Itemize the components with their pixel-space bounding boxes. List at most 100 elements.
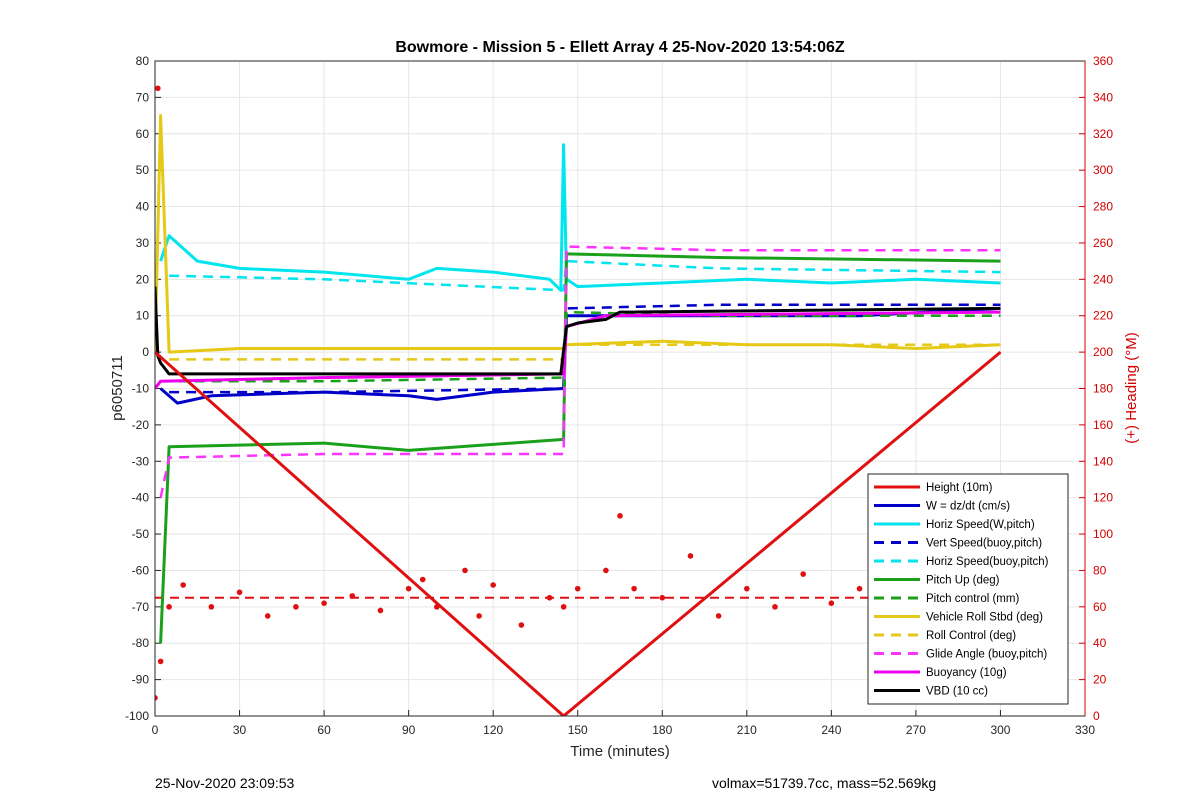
heading-point [349,593,356,599]
y2-tick-label: 340 [1093,90,1113,104]
heading-point [828,600,835,606]
series-line-glide-angle-buoy-pitch [159,245,1001,498]
legend-box [867,473,1069,705]
y-tick-labels: 80 70 60 50 40 30 20 10 0 -10 -20 -30 -40 -50 -60 -70 -8… [125,54,149,723]
footer-timestamp: 25-Nov-2020 23:09:53 [155,775,295,791]
x-tick-label: 270 [906,723,926,737]
heading-point [208,604,215,610]
x-tick-label: 60 [317,723,331,737]
heading-point [560,604,567,610]
y-tick-label: 0 [142,345,149,359]
y2-tick-label: 20 [1093,673,1107,687]
x-tick-label: 30 [233,723,247,737]
heading-point [546,594,553,601]
y-tick-label: 40 [136,200,150,214]
legend-item-label: Pitch control (mm) [926,593,1019,605]
footer-summary: volmax=51739.7cc, mass=52.569kg [712,775,936,791]
heading-point [462,567,468,574]
y2-tick-label: 260 [1093,236,1113,250]
y2-tick-label: 140 [1093,454,1113,468]
heading-point [155,695,158,701]
x-tick-label: 150 [568,723,588,737]
y2-tick-label: 120 [1093,491,1113,505]
heading-point [377,607,384,614]
series-line-vbd-10-cc [155,286,1001,376]
y-tick-label: -80 [132,636,150,650]
y2-tick-label: 60 [1093,600,1107,614]
y2-tick-label: 220 [1093,309,1113,323]
chart-title: Bowmore - Mission 5 - Ellett Array 4 25-… [395,39,845,56]
x-tick-label: 210 [737,723,757,737]
x-tick-label: 120 [483,723,503,737]
legend-item-label: Horiz Speed(buoy,pitch) [926,556,1049,568]
heading-point [856,585,863,592]
y2-tick-label: 280 [1093,200,1113,214]
heading-point [518,622,525,628]
x-axis-label: Time (minutes) [570,743,669,760]
y2-tick-label: 360 [1093,54,1113,68]
series-line-pitch-up-deg [159,252,1001,644]
y-tick-label: -90 [132,673,150,687]
legend-item-label: Vert Speed(buoy,pitch) [926,538,1042,550]
x-tick-label: 90 [402,723,416,737]
y-tick-label: 10 [136,309,150,323]
y2-tick-label: 180 [1093,382,1113,396]
x-tick-label: 180 [652,723,672,737]
y2-tick-label: 300 [1093,163,1113,177]
heading-point [166,604,172,610]
y2-tick-labels: 3603403203002802602402202001801601401201… [1093,54,1113,723]
y-tick-label: 30 [136,236,150,250]
legend: Height (10m) W = dz/dt (cm/s) Horiz Speed(… [867,473,1069,705]
y-tick-label: -70 [132,600,150,614]
legend-item-label: Height (10m) [926,482,993,494]
heading-point [236,589,243,596]
heading-point [574,585,581,592]
heading-point [419,576,426,583]
legend-item-label: Horiz Speed(W,pitch) [926,519,1035,531]
heading-point [180,582,186,588]
legend-item-label: Vehicle Roll Stbd (deg) [926,612,1043,624]
y-tick-label: 20 [136,272,150,286]
plot-area [155,85,1004,716]
y2-tick-label: 240 [1093,272,1113,286]
series-line-height-10m [155,350,1002,716]
heading-point [715,613,722,619]
heading-point [617,513,623,519]
heading-point [687,553,694,559]
x-tick-label: 240 [821,723,841,737]
series-line-buoyancy-10g [155,310,1001,390]
legend-item-label: Roll Control (deg) [926,630,1016,642]
series-line-vehicle-roll-stbd-deg [155,114,1001,354]
y-tick-label: -60 [132,563,150,577]
legend-item-label: Glide Angle (buoy,pitch) [926,649,1047,661]
y-tick-label: 80 [136,54,150,68]
heading-point [603,567,609,574]
heading-point [490,582,496,588]
x-tick-label: 300 [990,723,1010,737]
y-tick-label: -100 [125,709,149,723]
y2-tick-label: 80 [1093,563,1107,577]
heading-point [476,613,482,619]
y2-tick-label: 200 [1093,345,1113,359]
heading-point [264,613,271,619]
y-tick-label: -10 [132,382,150,396]
heading-point [405,585,412,592]
y-tick-label: 50 [136,163,150,177]
heading-point [293,604,299,610]
x-tick-label: 330 [1075,723,1095,737]
y-axis-label: p6050711 [109,355,126,421]
heading-point [800,571,806,577]
y2-tick-label: 320 [1093,127,1113,141]
legend-item-label: Pitch Up (deg) [926,575,1000,587]
legend-item-label: Buoyancy (10g) [926,667,1007,679]
y-tick-label: -50 [132,527,150,541]
heading-point [631,585,637,592]
y2-tick-label: 40 [1093,636,1107,650]
heading-point [157,658,164,665]
y2-tick-label: 0 [1093,709,1100,723]
y-tick-label: -40 [132,491,150,505]
y2-axis-label: (+) Heading (°M) [1123,332,1140,443]
legend-item-label: VBD (10 cc) [926,686,988,698]
y-tick-label: -30 [132,454,150,468]
